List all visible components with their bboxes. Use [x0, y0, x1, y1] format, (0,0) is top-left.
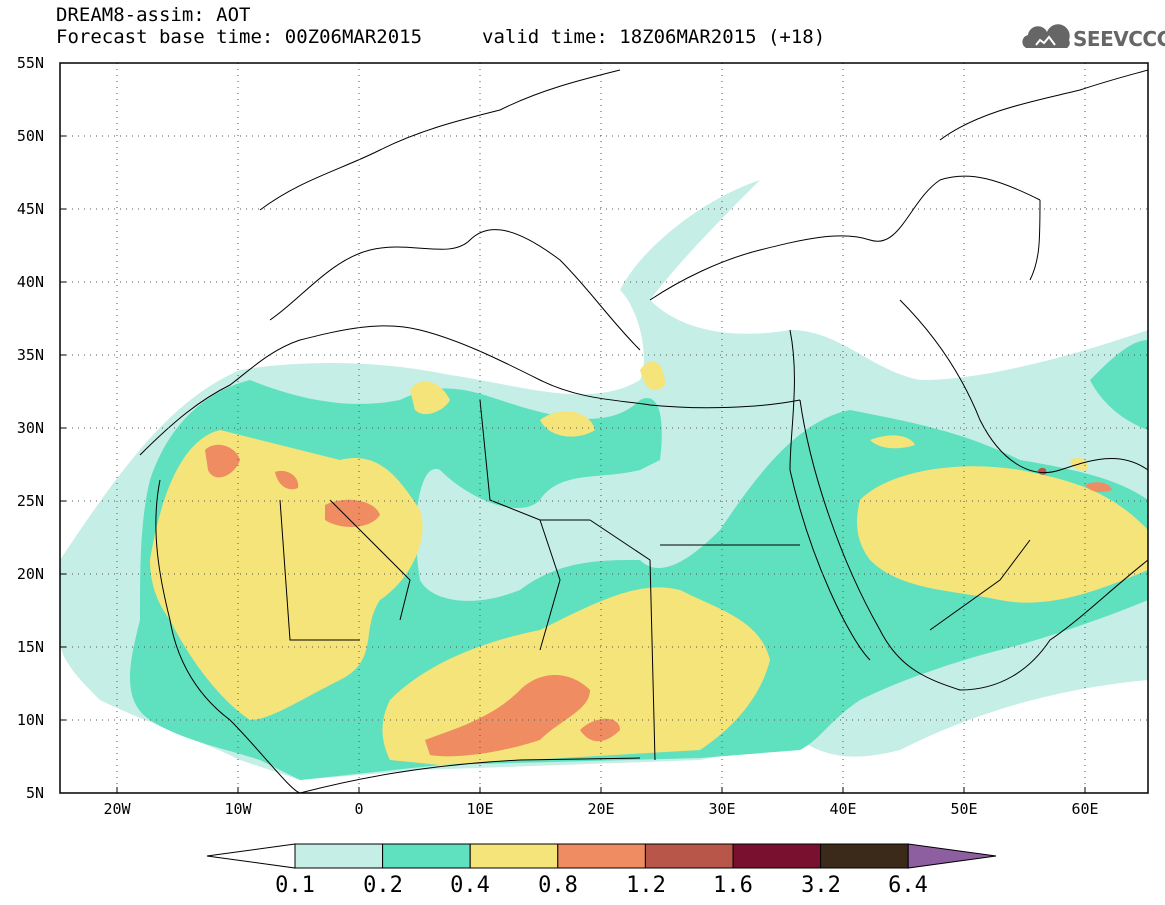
logo-text: SEEVCCC — [1073, 27, 1165, 51]
axis-ticks — [60, 62, 1086, 794]
lat-label: 10N — [16, 711, 44, 729]
lon-label: 40E — [829, 800, 857, 818]
lat-label: 30N — [16, 419, 44, 437]
lon-label: 10W — [224, 800, 252, 818]
lat-label: 15N — [16, 638, 44, 656]
aot-fields — [60, 180, 1148, 780]
lat-label: 40N — [16, 273, 44, 291]
coastlines — [139, 69, 1148, 793]
colorbar-label: 1.6 — [713, 873, 753, 898]
valid-time: valid time: 18Z06MAR2015 (+18) — [482, 26, 826, 48]
colorbar-label: 3.2 — [801, 873, 841, 898]
lon-label: 20E — [587, 800, 615, 818]
lon-label: 20W — [103, 800, 131, 818]
lon-label: 60E — [1071, 800, 1099, 818]
lon-label: 30E — [708, 800, 736, 818]
colorbar-label: 0.4 — [450, 873, 490, 898]
lon-label: 10E — [466, 800, 494, 818]
aot-level-0.8 — [205, 444, 1112, 757]
colorbar-label: 0.8 — [538, 873, 578, 898]
lat-label: 25N — [16, 492, 44, 510]
lat-label: 35N — [16, 346, 44, 364]
title-line-1: DREAM8-assim: AOT — [56, 4, 251, 26]
colorbar-label: 0.1 — [275, 873, 315, 898]
lat-label: 50N — [16, 127, 44, 145]
cloud-icon — [1022, 24, 1070, 48]
lat-label: 55N — [16, 54, 44, 72]
forecast-base-time: Forecast base time: 00Z06MAR2015 — [56, 26, 423, 48]
lon-label: 0 — [354, 800, 364, 818]
lon-label: 50E — [950, 800, 978, 818]
lat-label: 20N — [16, 565, 44, 583]
colorbar-label: 0.2 — [363, 873, 403, 898]
lat-label: 5N — [25, 784, 44, 802]
colorbar-label: 1.2 — [626, 873, 666, 898]
lat-label: 45N — [16, 200, 44, 218]
colorbar-label: 6.4 — [888, 873, 928, 898]
grid-lines — [60, 63, 1148, 793]
